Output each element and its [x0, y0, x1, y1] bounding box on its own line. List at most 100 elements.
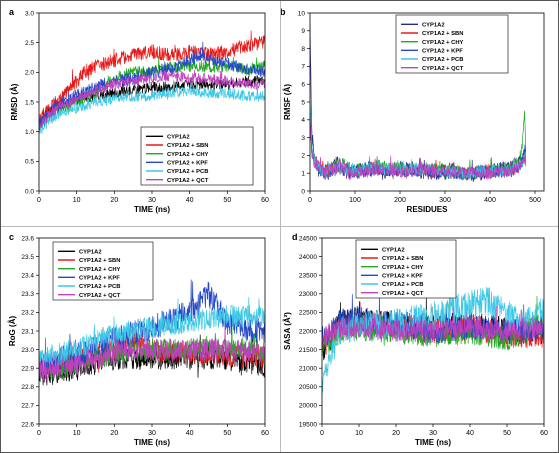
x-tick-label: 20	[110, 197, 118, 204]
panel-label: d	[292, 232, 298, 242]
y-tick-label: 0.0	[25, 188, 34, 195]
y-tick-label: 23.5	[21, 254, 34, 261]
legend-label: CYP1A2 + PCB	[167, 169, 208, 175]
x-tick-label: 100	[349, 197, 361, 204]
panel-b-rmsf-chart: b 0 100 200 300 400 500 0 1 2 3 4 5 6 7 8 9 10 RESIDUES RMS…	[280, 7, 545, 214]
x-axis-label: TIME (ns)	[134, 438, 170, 447]
y-tick-label: 3.0	[25, 10, 34, 17]
legend: CYP1A2 CYP1A2 + SBN CYP1A2 + CHY CYP1A2 + K…	[52, 241, 154, 301]
series-line-1	[39, 30, 265, 123]
legend: CYP1A2 CYP1A2 + SBN CYP1A2 + CHY CYP1A2 + K…	[355, 239, 457, 299]
y-tick-label: 2.0	[25, 70, 34, 77]
x-tick-label: 60	[261, 197, 269, 204]
y-axis-label: RoG (Å)	[8, 316, 17, 347]
x-tick-label: 50	[223, 197, 231, 204]
y-tick-label: 23.6	[21, 235, 34, 242]
y-tick-label: 10	[298, 10, 306, 17]
x-tick-label: 30	[148, 197, 156, 204]
y-tick-label: 8	[301, 46, 305, 53]
y-tick-label: 9	[301, 28, 305, 35]
x-tick-label: 10	[73, 430, 81, 437]
y-tick-label: 23.3	[21, 291, 34, 298]
y-tick-label: 22500	[299, 310, 317, 317]
x-tick-label: 10	[355, 430, 363, 437]
legend-label: CYP1A2	[79, 250, 102, 256]
x-axis-label: TIME (ns)	[134, 205, 170, 214]
legend-label: CYP1A2 + QCT	[79, 293, 121, 299]
legend-label: CYP1A2 + CHY	[422, 40, 464, 46]
legend-label: CYP1A2 + QCT	[167, 178, 209, 184]
y-tick-label: 19500	[299, 421, 317, 428]
series-line-4	[310, 102, 527, 180]
x-tick-label: 40	[466, 430, 474, 437]
y-axis-label: RMSD (Å)	[10, 83, 19, 120]
y-tick-label: 22.7	[21, 403, 34, 410]
y-tick-label: 22000	[299, 328, 317, 335]
y-tick-label: 21500	[299, 347, 317, 354]
y-tick-label: 23.1	[21, 328, 34, 335]
y-tick-label: 4	[301, 117, 305, 124]
y-tick-label: 20000	[299, 403, 317, 410]
y-tick-label: 23500	[299, 273, 317, 280]
legend-label: CYP1A2 + PCB	[422, 57, 463, 63]
series-group	[310, 25, 527, 182]
x-tick-label: 0	[37, 197, 41, 204]
panel-divider-horizontal	[1, 226, 558, 227]
x-tick-label: 30	[148, 430, 156, 437]
y-tick-label: 24000	[299, 254, 317, 261]
legend-label: CYP1A2 + KPF	[167, 161, 208, 167]
y-axis-label: SASA (Å²)	[283, 312, 292, 350]
legend: CYP1A2 CYP1A2 + SBN CYP1A2 + CHY CYP1A2 + K…	[140, 126, 254, 186]
panel-label: b	[280, 7, 286, 17]
x-tick-label: 10	[73, 197, 81, 204]
series-line-5	[322, 305, 544, 347]
y-tick-label: 22.9	[21, 366, 34, 373]
legend-label: CYP1A2 + SBN	[79, 258, 120, 264]
x-tick-label: 50	[503, 430, 511, 437]
x-tick-label: 50	[223, 430, 231, 437]
x-tick-label: 30	[429, 430, 437, 437]
legend-label: CYP1A2 + PCB	[382, 282, 423, 288]
y-tick-label: 0.5	[25, 159, 34, 166]
series-group	[39, 30, 265, 134]
legend-label: CYP1A2 + QCT	[382, 291, 424, 297]
x-tick-label: 40	[186, 430, 194, 437]
x-tick-label: 0	[308, 197, 312, 204]
y-tick-label: 23.2	[21, 310, 34, 317]
x-tick-label: 300	[439, 197, 451, 204]
y-tick-label: 24500	[299, 235, 317, 242]
series-line-5	[39, 320, 265, 383]
y-tick-label: 6	[301, 82, 305, 89]
y-tick-label: 1.5	[25, 99, 34, 106]
y-tick-label: 22.8	[21, 384, 34, 391]
legend-label: CYP1A2 + QCT	[422, 66, 464, 72]
series-line-5	[310, 115, 527, 180]
legend-label: CYP1A2 + KPF	[422, 49, 463, 55]
legend-label: CYP1A2 + SBN	[422, 31, 463, 37]
x-tick-label: 500	[529, 197, 541, 204]
x-tick-label: 40	[186, 197, 194, 204]
y-tick-label: 1.0	[25, 129, 34, 136]
x-tick-label: 400	[484, 197, 496, 204]
legend: CYP1A2 CYP1A2 + SBN CYP1A2 + CHY CYP1A2 + K…	[395, 14, 509, 74]
legend-label: CYP1A2	[167, 135, 190, 141]
y-tick-label: 20500	[299, 384, 317, 391]
x-tick-label: 200	[394, 197, 406, 204]
series-group	[39, 279, 265, 386]
legend-label: CYP1A2 + CHY	[167, 152, 209, 158]
legend-label: CYP1A2 + KPF	[79, 276, 120, 282]
x-axis-label: RESIDUES	[407, 205, 449, 214]
y-tick-label: 5	[301, 99, 305, 106]
y-tick-label: 7	[301, 64, 305, 71]
y-tick-label: 2	[301, 153, 305, 160]
x-tick-label: 60	[540, 430, 548, 437]
x-tick-label: 60	[261, 430, 269, 437]
y-tick-label: 1	[301, 171, 305, 178]
series-line-5	[39, 68, 265, 130]
panel-a-rmsd-chart: a 0 10 20 30 40 50 60 0.0 0.5 1.0 1.5 2.0 2.5 3.0 TIME …	[9, 7, 269, 214]
x-tick-label: 20	[110, 430, 118, 437]
y-tick-label: 23.0	[21, 347, 34, 354]
x-tick-label: 0	[320, 430, 324, 437]
y-tick-label: 22.6	[21, 421, 34, 428]
legend-label: CYP1A2 + CHY	[79, 267, 121, 273]
